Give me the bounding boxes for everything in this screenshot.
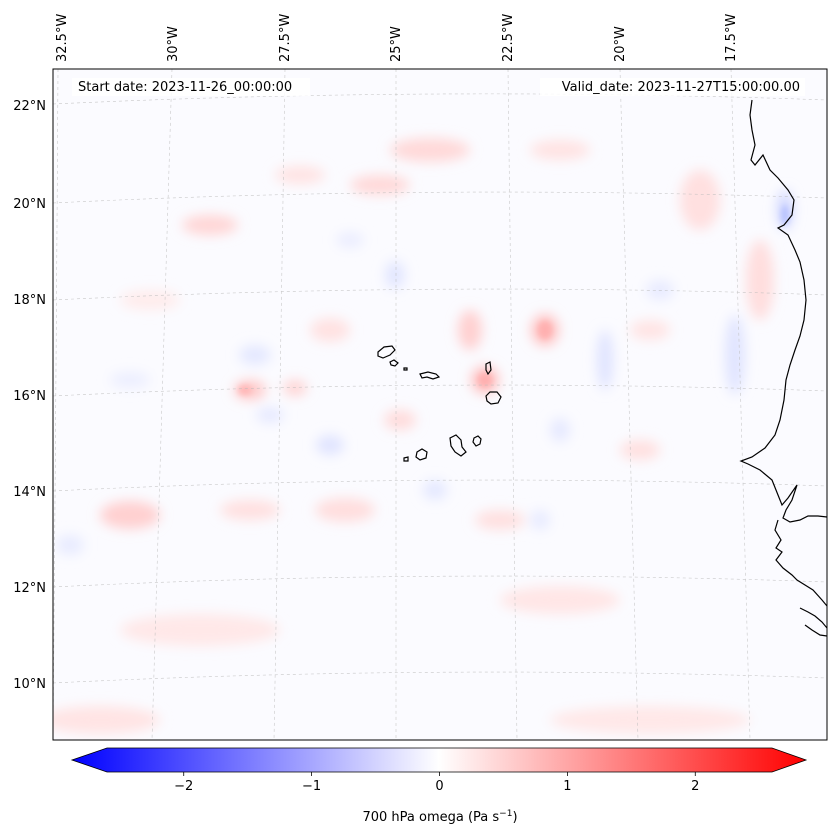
valid-date-label: Valid_date: 2023-11-27T15:00:00.00: [562, 80, 800, 95]
latitude-labels: 22°N 20°N 18°N 16°N 14°N 12°N 10°N: [13, 99, 46, 692]
lat-label: 14°N: [13, 485, 46, 500]
gridline-lat: [53, 191, 827, 204]
island-santiago: [449, 434, 467, 457]
colorbar-tick-label: −2: [174, 779, 193, 794]
colorbar-bar: [70, 747, 808, 773]
island-sao-vicente: [389, 359, 399, 367]
lat-label: 18°N: [13, 293, 46, 308]
lon-label: 27.5°W: [278, 14, 293, 62]
colorbar-tick-label: 0: [435, 779, 443, 794]
island-santa-luzia: [403, 367, 408, 371]
cabo-verde-islands: [377, 345, 502, 462]
omega-field: [53, 138, 793, 734]
lon-label: 22.5°W: [501, 14, 516, 62]
gridline-lat: [53, 288, 827, 301]
map-panel: Start date: 2023-11-26_00:00:00 Valid_da…: [52, 68, 828, 741]
longitude-labels: 32.5°W 30°W 27.5°W 25°W 22.5°W 20°W 17.5…: [55, 14, 739, 62]
island-santo-antao: [377, 345, 396, 359]
lon-label: 20°W: [613, 26, 628, 62]
lat-label: 16°N: [13, 389, 46, 404]
lon-label: 25°W: [389, 26, 404, 62]
lon-label: 17.5°W: [724, 14, 739, 62]
island-brava: [403, 456, 409, 462]
start-date-label: Start date: 2023-11-26_00:00:00: [78, 80, 292, 95]
gridlines: [53, 69, 827, 740]
lon-label: 30°W: [166, 26, 181, 62]
gridline-lat: [53, 671, 827, 684]
gridline-lat: [53, 93, 827, 105]
lat-label: 10°N: [13, 677, 46, 692]
lat-label: 20°N: [13, 197, 46, 212]
gridline-lat: [53, 384, 827, 397]
island-sal: [485, 361, 492, 376]
island-boa-vista: [485, 391, 502, 405]
lat-label: 22°N: [13, 99, 46, 114]
island-sao-nicolau: [419, 371, 441, 380]
island-fogo: [415, 448, 428, 461]
west-africa-coastline: [739, 99, 827, 637]
lon-label: 32.5°W: [55, 14, 70, 62]
colorbar-tick-label: 2: [691, 779, 699, 794]
colorbar-label: 700 hPa omega (Pa s−1): [362, 809, 517, 825]
colorbar: −2 −1 0 1 2 700 hPa omega (Pa s−1): [70, 747, 808, 825]
lat-label: 12°N: [13, 581, 46, 596]
island-maio: [472, 435, 482, 447]
gridline-lat: [53, 575, 827, 588]
colorbar-ticks: −2 −1 0 1 2: [174, 772, 699, 794]
colorbar-tick-label: −1: [302, 779, 321, 794]
gridline-lat: [53, 479, 827, 492]
colorbar-tick-label: 1: [563, 779, 571, 794]
